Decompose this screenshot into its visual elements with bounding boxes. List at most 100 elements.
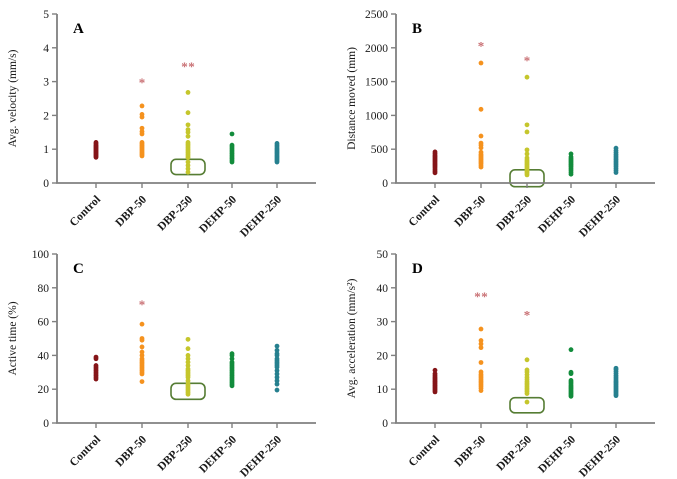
data-point: [478, 345, 484, 351]
outlier-asterisk: *: [524, 53, 531, 68]
x-category-label: DEHP-250: [238, 193, 284, 239]
panel-letter: A: [73, 21, 84, 37]
data-point: [185, 169, 191, 175]
data-point: [185, 110, 191, 116]
y-tick-label: 4: [43, 43, 49, 55]
y-axis-title: Avg. velocity (mm/s): [7, 49, 19, 147]
y-tick-label: 2500: [365, 9, 388, 21]
y-axis-title: Avg. acceleration (mm/s²): [346, 278, 358, 398]
x-category-label: DBP-250: [494, 433, 534, 473]
outlier-asterisk: *: [478, 38, 485, 53]
data-point: [139, 140, 145, 145]
panel-a: 0 1 2 3 4 5 Control DBP-50 DBP-250 DEHP-50 DEHP-25…: [0, 0, 338, 240]
x-category-label: DEHP-50: [536, 193, 578, 235]
data-point: [274, 387, 280, 393]
x-category-label: DEHP-50: [536, 433, 578, 475]
panel-b: 0 500 1000 1500 2000 2500 Control DBP-50 DBP-250…: [339, 0, 677, 240]
data-point: [185, 356, 191, 362]
x-category-label: DBP-250: [155, 433, 195, 473]
data-point: [274, 356, 280, 362]
highlight-box: [509, 396, 545, 414]
data-point: [185, 363, 191, 368]
data-point: [274, 381, 280, 387]
panel-a-chart: 0 1 2 3 4 5 Control DBP-50 DBP-250 DEHP-50 DEHP-25…: [7, 9, 316, 240]
y-tick-label: 40: [38, 350, 50, 362]
data-point: [524, 367, 530, 373]
data-point: [139, 349, 145, 355]
data-point: [139, 321, 145, 327]
data-point: [185, 122, 191, 128]
outlier-asterisk: *: [181, 59, 188, 74]
panel-c: 0 20 40 60 80 100 Control DBP-50 DBP-250 DEHP-50 D…: [0, 240, 338, 479]
data-point: [274, 347, 280, 353]
y-axis-title: Distance moved (mm): [346, 47, 358, 150]
x-category-label: Control: [68, 194, 103, 229]
y-tick-label: 2000: [365, 43, 388, 55]
data-point: [478, 149, 484, 155]
panel-d-chart: 0 10 20 30 40 50 Control DBP-50 DBP-250 DEHP-50 DE…: [346, 249, 655, 479]
data-point: [568, 378, 574, 383]
x-category-label: DEHP-250: [577, 433, 623, 479]
data-point: [478, 326, 484, 332]
y-tick-label: 20: [38, 384, 50, 396]
data-point: [229, 359, 235, 365]
outlier-asterisk: *: [524, 307, 531, 322]
data-point: [524, 151, 530, 157]
data-point: [274, 351, 280, 357]
y-tick-label: 60: [38, 317, 50, 329]
data-point: [185, 166, 191, 172]
y-tick-label: 3: [43, 77, 49, 89]
data-point: [185, 133, 191, 139]
data-point: [524, 74, 530, 80]
data-point: [478, 140, 484, 146]
x-category-label: DEHP-250: [238, 433, 284, 479]
y-tick-label: 1500: [365, 77, 388, 89]
data-point: [568, 369, 574, 375]
y-tick-label: 500: [371, 144, 389, 156]
data-point: [568, 347, 574, 353]
data-point: [185, 366, 191, 372]
data-point: [185, 353, 191, 358]
data-point: [524, 155, 530, 161]
data-point: [139, 344, 145, 350]
outlier-asterisk: *: [139, 75, 146, 90]
x-category-label: DBP-50: [114, 193, 150, 229]
x-category-label: Control: [407, 194, 442, 229]
y-tick-label: 20: [377, 350, 389, 362]
y-axis-title: Active time (%): [7, 301, 19, 375]
data-point: [478, 60, 484, 66]
x-category-label: DBP-50: [453, 193, 489, 229]
data-point: [139, 356, 145, 362]
y-tick-label: 0: [382, 418, 388, 430]
y-tick-label: 2: [43, 110, 49, 122]
data-point: [93, 363, 99, 368]
x-category-label: DBP-50: [453, 433, 489, 469]
data-point: [185, 346, 191, 352]
x-category-label: Control: [68, 434, 103, 469]
x-category-label: Control: [407, 434, 442, 469]
x-category-label: DBP-250: [494, 193, 534, 233]
outlier-asterisk: *: [139, 297, 146, 312]
y-tick-label: 1: [43, 144, 49, 156]
data-point: [524, 357, 530, 363]
y-tick-label: 80: [38, 283, 50, 295]
data-point: [185, 163, 191, 168]
data-point: [478, 360, 484, 365]
data-point: [478, 369, 484, 375]
data-point: [524, 122, 530, 128]
data-point: [478, 338, 484, 343]
data-point: [274, 343, 280, 349]
data-point: [432, 371, 438, 377]
y-tick-label: 30: [377, 317, 389, 329]
data-point: [139, 111, 145, 117]
data-point: [93, 140, 99, 145]
y-tick-label: 0: [43, 178, 49, 190]
data-point: [185, 90, 191, 95]
data-point: [185, 378, 191, 384]
data-point: [613, 145, 619, 151]
panel-c-chart: 0 20 40 60 80 100 Control DBP-50 DBP-250 DEHP-50 D…: [7, 249, 316, 479]
data-point: [185, 359, 191, 365]
data-point: [139, 103, 145, 109]
data-point: [185, 336, 191, 342]
data-point: [478, 341, 484, 347]
